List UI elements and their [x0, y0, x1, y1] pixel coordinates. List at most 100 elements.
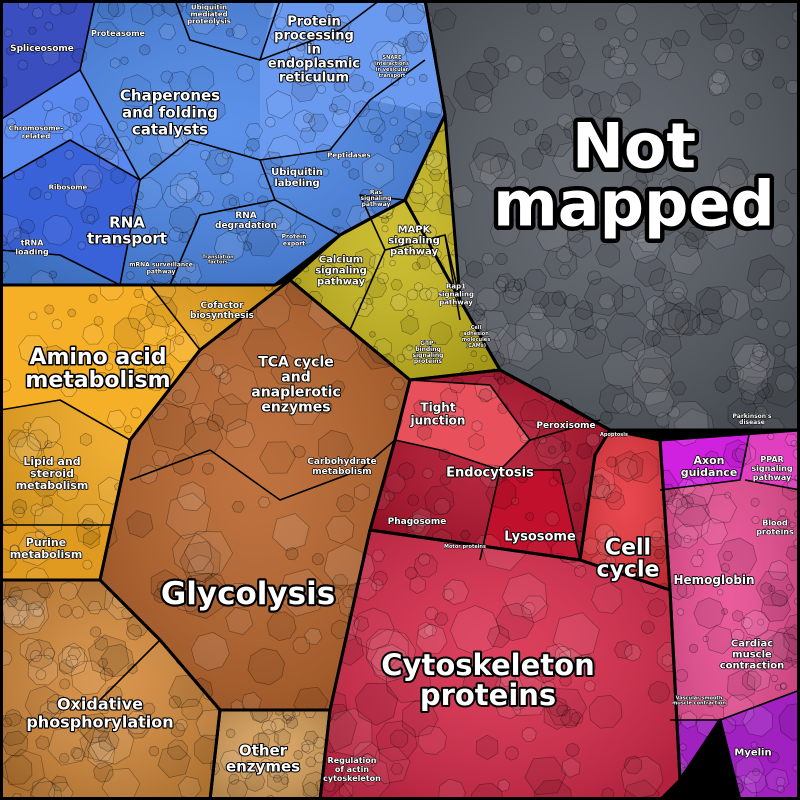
cell — [735, 755, 765, 785]
cell — [655, 213, 678, 236]
cell — [742, 670, 762, 691]
cell — [384, 490, 396, 502]
cell — [67, 308, 77, 318]
cell — [329, 103, 338, 113]
label-line: PPAR — [760, 455, 783, 464]
cell — [203, 322, 213, 332]
cell — [524, 756, 567, 795]
cell — [91, 21, 120, 49]
cell — [138, 464, 159, 485]
label-calcium: Calcium signaling pathway — [315, 255, 367, 288]
cell — [400, 314, 420, 335]
cell — [171, 389, 187, 404]
cell — [548, 477, 559, 487]
cell — [567, 233, 592, 259]
cell — [784, 168, 800, 195]
cell — [19, 637, 43, 661]
cell — [552, 612, 600, 660]
cell — [370, 644, 410, 683]
cell — [746, 254, 785, 294]
cell — [645, 318, 658, 332]
cell — [559, 709, 581, 729]
cell — [576, 442, 593, 460]
cell — [704, 450, 720, 466]
cell — [675, 669, 689, 682]
cell — [244, 759, 254, 769]
cell — [26, 429, 49, 452]
cell — [179, 541, 221, 583]
cell — [595, 483, 612, 501]
cell — [28, 311, 38, 321]
label-line: Ubiquitin — [271, 167, 323, 178]
cell — [14, 435, 42, 464]
cell — [641, 37, 671, 66]
label-line: Proteasome — [91, 29, 146, 38]
cell — [172, 533, 213, 574]
label-line: junction — [410, 414, 466, 428]
cell — [393, 134, 404, 145]
subregion-tint — [670, 690, 800, 800]
cell — [10, 544, 20, 556]
label-line: mRNA surveillance — [129, 262, 193, 269]
label-line: metabolism — [10, 548, 83, 561]
label-line: (CAMs) — [466, 343, 486, 349]
cell — [408, 236, 423, 251]
cell — [133, 288, 144, 299]
cell — [538, 25, 555, 43]
cell — [361, 753, 375, 766]
cell — [51, 318, 62, 330]
label-line: RNA — [235, 211, 256, 221]
cell — [4, 748, 46, 792]
label-motor-proteins: Motor proteins — [444, 544, 486, 550]
cell — [380, 215, 390, 224]
cell — [771, 76, 786, 89]
label-line: Oxidative — [57, 695, 143, 714]
cell — [537, 141, 552, 155]
cell — [28, 186, 42, 200]
cell — [786, 656, 793, 664]
cell — [690, 554, 704, 568]
cell — [476, 734, 499, 761]
cell — [386, 212, 393, 219]
cell — [82, 559, 93, 570]
cell — [8, 586, 23, 602]
cell — [755, 654, 771, 672]
cell — [225, 607, 254, 635]
cell — [595, 524, 615, 544]
cell — [525, 66, 545, 86]
label-line: endoplasmic — [268, 57, 360, 72]
cell — [716, 588, 724, 596]
cell — [480, 354, 488, 363]
cell — [696, 308, 724, 336]
cell — [707, 761, 727, 779]
cell — [204, 148, 234, 175]
cell — [775, 465, 784, 474]
cell — [71, 605, 85, 619]
cell — [621, 337, 645, 361]
label-line: proteins — [414, 358, 443, 365]
cell — [629, 233, 661, 265]
label-line: MAPK — [398, 225, 432, 236]
cell — [316, 84, 326, 95]
label-line: pathway — [753, 473, 792, 482]
cell — [718, 213, 733, 229]
cell — [504, 745, 520, 761]
cell — [465, 260, 484, 279]
cell — [513, 119, 530, 136]
label-line: Peroxisome — [536, 421, 595, 431]
cell — [385, 3, 405, 22]
label-line: and folding — [122, 103, 218, 121]
cell — [79, 432, 93, 447]
cell — [301, 739, 315, 755]
cell — [27, 415, 61, 450]
cell — [94, 635, 109, 651]
label-line: Ribosome — [49, 183, 88, 191]
cell — [7, 429, 28, 448]
cell — [702, 212, 739, 250]
cell — [770, 589, 788, 608]
cell — [630, 220, 650, 240]
label-ubiquitin-labeling: Ubiquitin labeling — [271, 167, 323, 189]
cell — [331, 574, 349, 591]
cell — [179, 572, 225, 619]
label-line: Lipid and — [23, 455, 80, 468]
